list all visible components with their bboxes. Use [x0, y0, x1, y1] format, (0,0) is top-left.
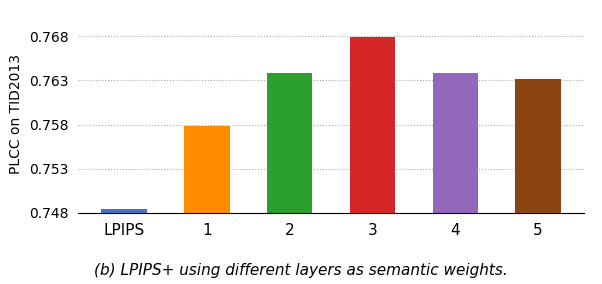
Bar — [350, 37, 396, 213]
Bar — [184, 126, 229, 213]
Bar — [267, 73, 312, 213]
Bar — [515, 79, 561, 213]
Bar — [101, 210, 147, 213]
Bar — [433, 73, 478, 213]
Y-axis label: PLCC on TID2013: PLCC on TID2013 — [10, 54, 23, 174]
Text: (b) LPIPS+ using different layers as semantic weights.: (b) LPIPS+ using different layers as sem… — [94, 263, 508, 278]
